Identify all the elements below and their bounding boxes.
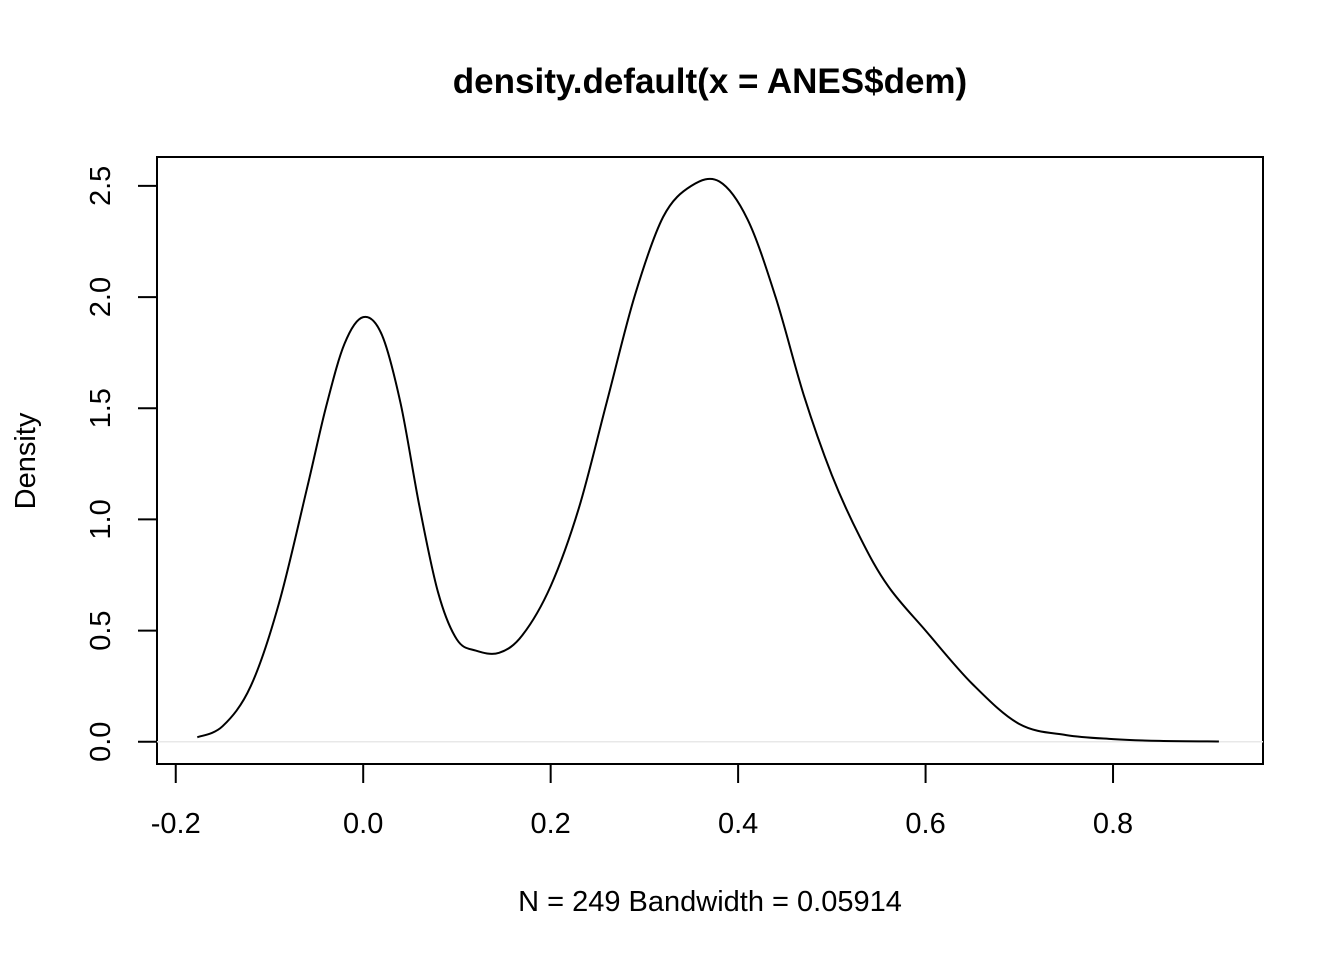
density-curve [196,177,1219,743]
series-layer [157,177,1263,743]
x-tick-label: 0.8 [1093,808,1133,840]
chart-title: density.default(x = ANES$dem) [453,62,967,101]
y-tick-label: 0.0 [85,722,117,762]
x-tick-label: -0.2 [151,808,201,840]
y-tick-label: 2.5 [85,166,117,206]
x-tick-label: 0.2 [530,808,570,840]
y-tick-label: 1.5 [85,388,117,428]
x-axis-label: N = 249 Bandwidth = 0.05914 [518,886,902,918]
plot-frame [156,156,1264,765]
y-tick-label: 0.5 [85,610,117,650]
x-tick-label: 0.6 [905,808,945,840]
y-tick-label: 1.0 [85,499,117,539]
x-axis: -0.2 0.0 0.2 0.4 0.6 0.8 [151,763,1133,840]
y-axis-label: Density [10,412,42,509]
y-tick-label: 2.0 [85,277,117,317]
y-axis: 0.0 0.5 1.0 1.5 2.0 2.5 [85,166,158,762]
x-tick-label: 0.4 [718,808,758,840]
x-tick-label: 0.0 [343,808,383,840]
